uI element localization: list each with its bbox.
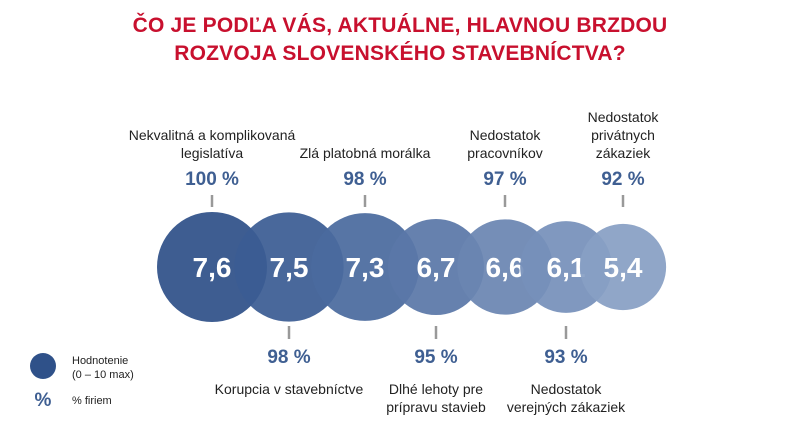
bubble (311, 213, 419, 321)
category-label: legislatíva (181, 145, 243, 161)
legend-pct-symbol: % (35, 390, 52, 411)
category-label: Nedostatok (588, 109, 660, 125)
percent-label: 97 % (483, 169, 526, 190)
title-line: ROZVOJA SLOVENSKÉHO STAVEBNÍCTVA? (174, 42, 626, 65)
percent-label: 95 % (414, 347, 457, 368)
rating-label: 5,4 (604, 252, 643, 283)
bubble (579, 223, 667, 311)
rating-label: 6,1 (547, 252, 586, 283)
bubble (157, 212, 267, 322)
category-label: Zlá platobná morálka (300, 145, 431, 161)
category-label: privátnych (591, 127, 655, 143)
category-label: prípravu stavieb (386, 399, 486, 415)
category-label: Nedostatok (470, 127, 542, 143)
rating-label: 7,3 (346, 252, 385, 283)
category-label: zákaziek (596, 145, 651, 161)
legend-label: Hodnotenie (72, 355, 128, 367)
bubble (387, 218, 485, 316)
bubble (234, 212, 344, 322)
category-label: pracovníkov (467, 145, 542, 161)
rating-label: 7,6 (193, 252, 232, 283)
rating-label: 7,5 (270, 252, 309, 283)
percent-label: 98 % (343, 169, 386, 190)
rating-label: 6,6 (486, 252, 525, 283)
percent-label: 93 % (544, 347, 587, 368)
legend-label: % firiem (72, 395, 112, 407)
percent-label: 100 % (185, 169, 239, 190)
percent-label: 92 % (601, 169, 644, 190)
category-label: Nekvalitná a komplikovaná (129, 127, 296, 143)
chart-title: ČO JE PODĽA VÁS, AKTUÁLNE, HLAVNOU BRZDO… (0, 12, 800, 68)
category-label: Korupcia v stavebníctve (215, 381, 364, 397)
title-line: ČO JE PODĽA VÁS, AKTUÁLNE, HLAVNOU BRZDO… (132, 14, 668, 37)
percent-label: 98 % (267, 347, 310, 368)
category-label: verejných zákaziek (507, 399, 626, 415)
rating-label: 6,7 (417, 252, 456, 283)
category-label: Nedostatok (531, 381, 603, 397)
legend-circle (30, 353, 56, 379)
legend-label: (0 – 10 max) (72, 369, 134, 381)
category-label: Dlhé lehoty pre (389, 381, 483, 397)
